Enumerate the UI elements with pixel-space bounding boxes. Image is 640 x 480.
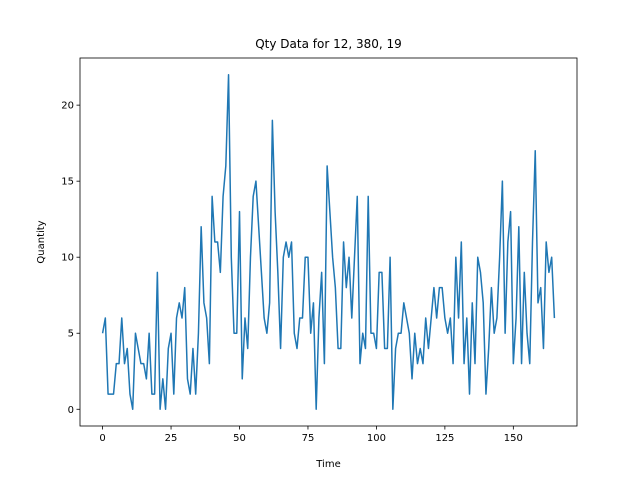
y-tick-label: 5 <box>68 329 74 340</box>
y-axis-label: Quantity <box>36 220 47 263</box>
y-tick-label: 0 <box>68 405 74 416</box>
x-tick-label: 100 <box>367 433 386 444</box>
plot-frame <box>79 57 578 427</box>
x-tick-label: 0 <box>99 433 105 444</box>
data-line <box>101 73 556 411</box>
y-tick-label: 15 <box>61 177 74 188</box>
x-axis-label: Time <box>315 459 340 470</box>
x-tick-label: 75 <box>302 433 315 444</box>
y-tick-label: 10 <box>61 253 74 264</box>
x-tick-label: 125 <box>435 433 454 444</box>
chart-title: Qty Data for 12, 380, 19 <box>255 37 402 51</box>
x-tick-label: 50 <box>233 433 246 444</box>
x-tick-label: 25 <box>165 433 178 444</box>
x-tick-label: 150 <box>504 433 523 444</box>
y-tick-label: 20 <box>61 101 74 112</box>
